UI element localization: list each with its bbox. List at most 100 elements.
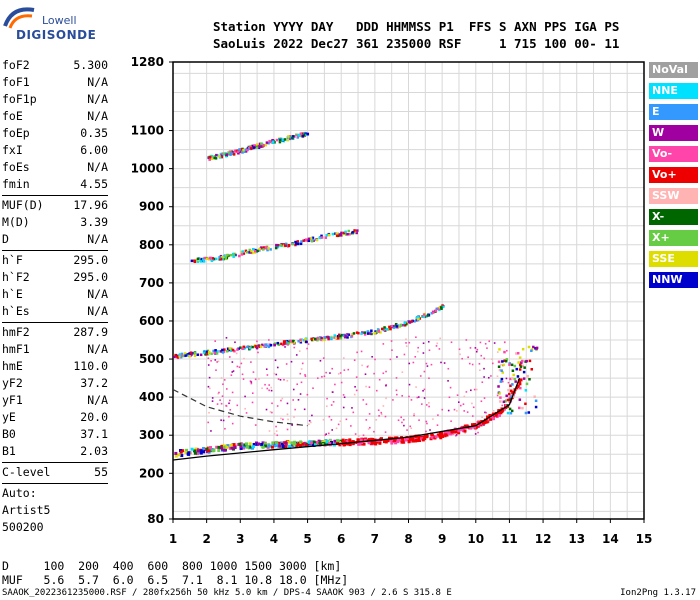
trace-echo-point (248, 445, 252, 449)
spread-f-point (526, 374, 529, 378)
param-name: h`F (2, 253, 23, 267)
spread-f-point (506, 398, 510, 402)
trace-echo-point (210, 154, 214, 158)
echo-point (354, 433, 357, 435)
echo-point (319, 359, 322, 362)
echo-point (227, 350, 230, 352)
echo-point (392, 399, 394, 401)
trace-echo-point (438, 432, 442, 436)
echo-point (299, 372, 302, 375)
echo-point (436, 424, 439, 426)
echo-point (496, 351, 499, 353)
trace-echo-point (260, 246, 263, 249)
echo-point (367, 428, 370, 430)
echo-point (487, 376, 490, 379)
trace-echo-point (174, 353, 178, 357)
trace-echo-point (324, 236, 328, 239)
spread-f-point (511, 377, 514, 380)
trace-echo-point (254, 145, 257, 149)
echo-point (225, 388, 228, 390)
trace-echo-point (378, 441, 382, 445)
legend-item-vo: Vo+ (649, 167, 698, 183)
echo-point (235, 352, 238, 355)
trace-echo-point (232, 254, 236, 257)
echo-point (402, 418, 405, 421)
echo-point (503, 341, 506, 344)
trace-echo-point (287, 342, 290, 345)
trace-echo-point (339, 334, 342, 338)
trace-echo-point (212, 156, 215, 160)
trace-echo-point (422, 313, 426, 316)
trace-echo-point (436, 433, 440, 437)
echo-point (483, 376, 485, 378)
echo-point (307, 343, 310, 345)
trace-echo-point (370, 441, 374, 445)
trace-echo-point (463, 429, 467, 433)
param-name: D (2, 232, 9, 246)
spread-f-point (534, 399, 538, 403)
trace-echo-point (258, 142, 262, 146)
echo-point (208, 411, 210, 414)
trace-echo-point (219, 350, 222, 353)
param-row: B0 37.1 (2, 426, 108, 443)
spread-f-point (515, 367, 519, 371)
echo-point (231, 361, 234, 363)
trace-echo-point (407, 320, 411, 323)
dashed-model-curve (172, 388, 308, 427)
echo-point (479, 369, 481, 372)
trace-echo-point (253, 249, 257, 253)
spread-f-point (502, 363, 505, 367)
trace-echo-point (444, 433, 448, 437)
trace-echo-point (286, 138, 290, 142)
echo-point (471, 402, 473, 405)
trace-echo-point (346, 333, 349, 336)
trace-echo-point (398, 325, 402, 329)
trace-echo-point (269, 248, 272, 251)
echo-point (428, 349, 431, 352)
echo-point (441, 408, 444, 411)
echo-point (330, 419, 333, 421)
trace-echo-point (299, 338, 302, 342)
trace-echo-point (277, 343, 281, 347)
trace-echo-point (200, 258, 203, 262)
trace-echo-point (351, 231, 354, 234)
trace-echo-point (188, 355, 191, 358)
trace-echo-point (500, 409, 504, 413)
trace-echo-point (199, 260, 203, 263)
echo-point (389, 358, 392, 361)
echo-point (465, 391, 468, 393)
spread-f-point (519, 365, 523, 368)
trace-echo-point (339, 336, 343, 340)
echo-point (274, 359, 277, 362)
trace-echo-point (272, 444, 276, 448)
trace-echo-point (461, 427, 465, 431)
trace-echo-point (278, 138, 282, 142)
echo-point (209, 387, 211, 390)
echo-point (410, 399, 413, 401)
echo-point (450, 420, 452, 423)
spread-f-point (512, 373, 515, 377)
trace-echo-point (244, 150, 248, 153)
echo-point (468, 362, 471, 365)
trace-echo-point (275, 442, 279, 446)
trace-echo-point (231, 152, 234, 155)
trace-echo-point (361, 438, 365, 442)
trace-echo-point (315, 238, 319, 242)
trace-echo-point (206, 447, 210, 451)
version-label: Ion2Png 1.3.17 (620, 588, 696, 598)
echo-point (228, 402, 230, 405)
trace-echo-point (177, 453, 181, 457)
trace-echo-point (327, 337, 330, 341)
param-row: 500200 (2, 519, 108, 536)
echo-point (268, 384, 270, 386)
echo-point (342, 394, 345, 396)
echo-point (397, 419, 400, 422)
param-row: D N/A (2, 231, 108, 248)
trace-echo-point (359, 441, 363, 445)
echo-point (268, 339, 270, 341)
trace-echo-point (341, 333, 344, 337)
trace-echo-point (457, 429, 461, 433)
echo-point (225, 337, 228, 339)
echo-point (450, 341, 453, 344)
trace-echo-point (321, 337, 325, 341)
